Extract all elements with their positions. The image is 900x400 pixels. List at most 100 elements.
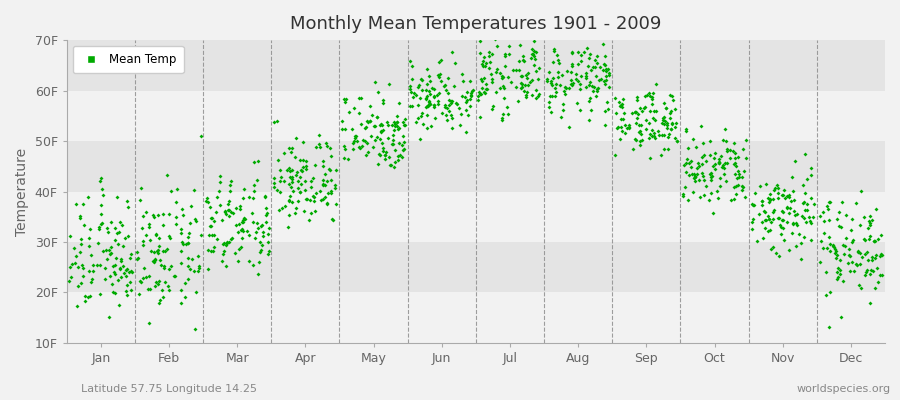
Point	[782, 192, 796, 198]
Point	[634, 137, 649, 144]
Point	[651, 128, 665, 134]
Point	[845, 259, 859, 266]
Point	[78, 298, 93, 304]
Point	[422, 88, 436, 94]
Point	[95, 248, 110, 254]
Point	[820, 202, 834, 209]
Point	[739, 155, 753, 161]
Point	[788, 158, 802, 164]
Point	[661, 146, 675, 152]
Point	[237, 186, 251, 192]
Point	[94, 221, 108, 228]
Point	[108, 255, 122, 262]
Point	[217, 248, 231, 254]
Point	[720, 160, 734, 166]
Point	[823, 288, 837, 295]
Point	[466, 86, 481, 93]
Point	[560, 68, 574, 74]
Point	[374, 122, 389, 128]
Point	[299, 166, 313, 173]
Point	[92, 226, 106, 232]
Point	[122, 279, 137, 286]
Point	[590, 53, 605, 59]
Point	[638, 103, 652, 110]
Point	[77, 293, 92, 299]
Point	[839, 212, 853, 218]
Point	[445, 98, 459, 104]
Point	[75, 262, 89, 268]
Point	[230, 258, 245, 264]
Point	[860, 256, 875, 263]
Point	[798, 151, 813, 158]
Point	[76, 265, 90, 272]
Point	[716, 162, 730, 168]
Point	[86, 262, 100, 268]
Bar	[67, 242, 885, 292]
Point	[779, 205, 794, 212]
Point	[85, 279, 99, 286]
Point	[640, 92, 654, 98]
Point	[245, 210, 259, 216]
Point	[346, 138, 361, 145]
Point	[573, 106, 588, 113]
Point	[704, 170, 718, 177]
Point	[503, 25, 517, 32]
Point	[763, 227, 778, 233]
Point	[360, 140, 374, 146]
Point	[573, 81, 588, 87]
Point	[758, 216, 772, 223]
Point	[82, 242, 96, 249]
Point	[703, 138, 717, 144]
Point	[598, 68, 613, 74]
Point	[696, 173, 710, 180]
Point	[718, 160, 733, 166]
Point	[868, 238, 882, 244]
Point	[94, 178, 108, 184]
Point	[670, 138, 684, 144]
Point	[608, 152, 623, 158]
Point	[62, 278, 77, 284]
Point	[688, 175, 702, 181]
Point	[125, 269, 140, 276]
Point	[528, 87, 543, 93]
Bar	[67, 192, 885, 242]
Point	[94, 220, 109, 226]
Point	[174, 300, 188, 307]
Point	[755, 198, 770, 205]
Point	[598, 122, 612, 128]
Point	[142, 286, 157, 292]
Point	[766, 209, 780, 215]
Point	[477, 88, 491, 95]
Point	[581, 98, 596, 104]
Point	[388, 122, 402, 129]
Point	[643, 108, 657, 114]
Point	[596, 67, 610, 74]
Point	[602, 72, 616, 78]
Point	[496, 74, 510, 81]
Point	[93, 262, 107, 268]
Point	[482, 48, 496, 55]
Point	[660, 125, 674, 131]
Point	[843, 268, 858, 274]
Point	[397, 139, 411, 146]
Point	[695, 170, 709, 176]
Point	[112, 266, 127, 272]
Point	[373, 151, 387, 157]
Point	[148, 248, 162, 255]
Point	[846, 236, 860, 243]
Point	[564, 63, 579, 69]
Point	[293, 189, 308, 196]
Point	[181, 240, 195, 246]
Point	[555, 106, 570, 113]
Point	[780, 204, 795, 210]
Point	[756, 207, 770, 214]
Point	[182, 230, 196, 236]
Point	[548, 93, 562, 100]
Point	[427, 94, 441, 100]
Point	[123, 250, 138, 257]
Point	[446, 83, 461, 90]
Point	[218, 208, 232, 214]
Point	[311, 131, 326, 138]
Point	[136, 275, 150, 281]
Point	[565, 82, 580, 88]
